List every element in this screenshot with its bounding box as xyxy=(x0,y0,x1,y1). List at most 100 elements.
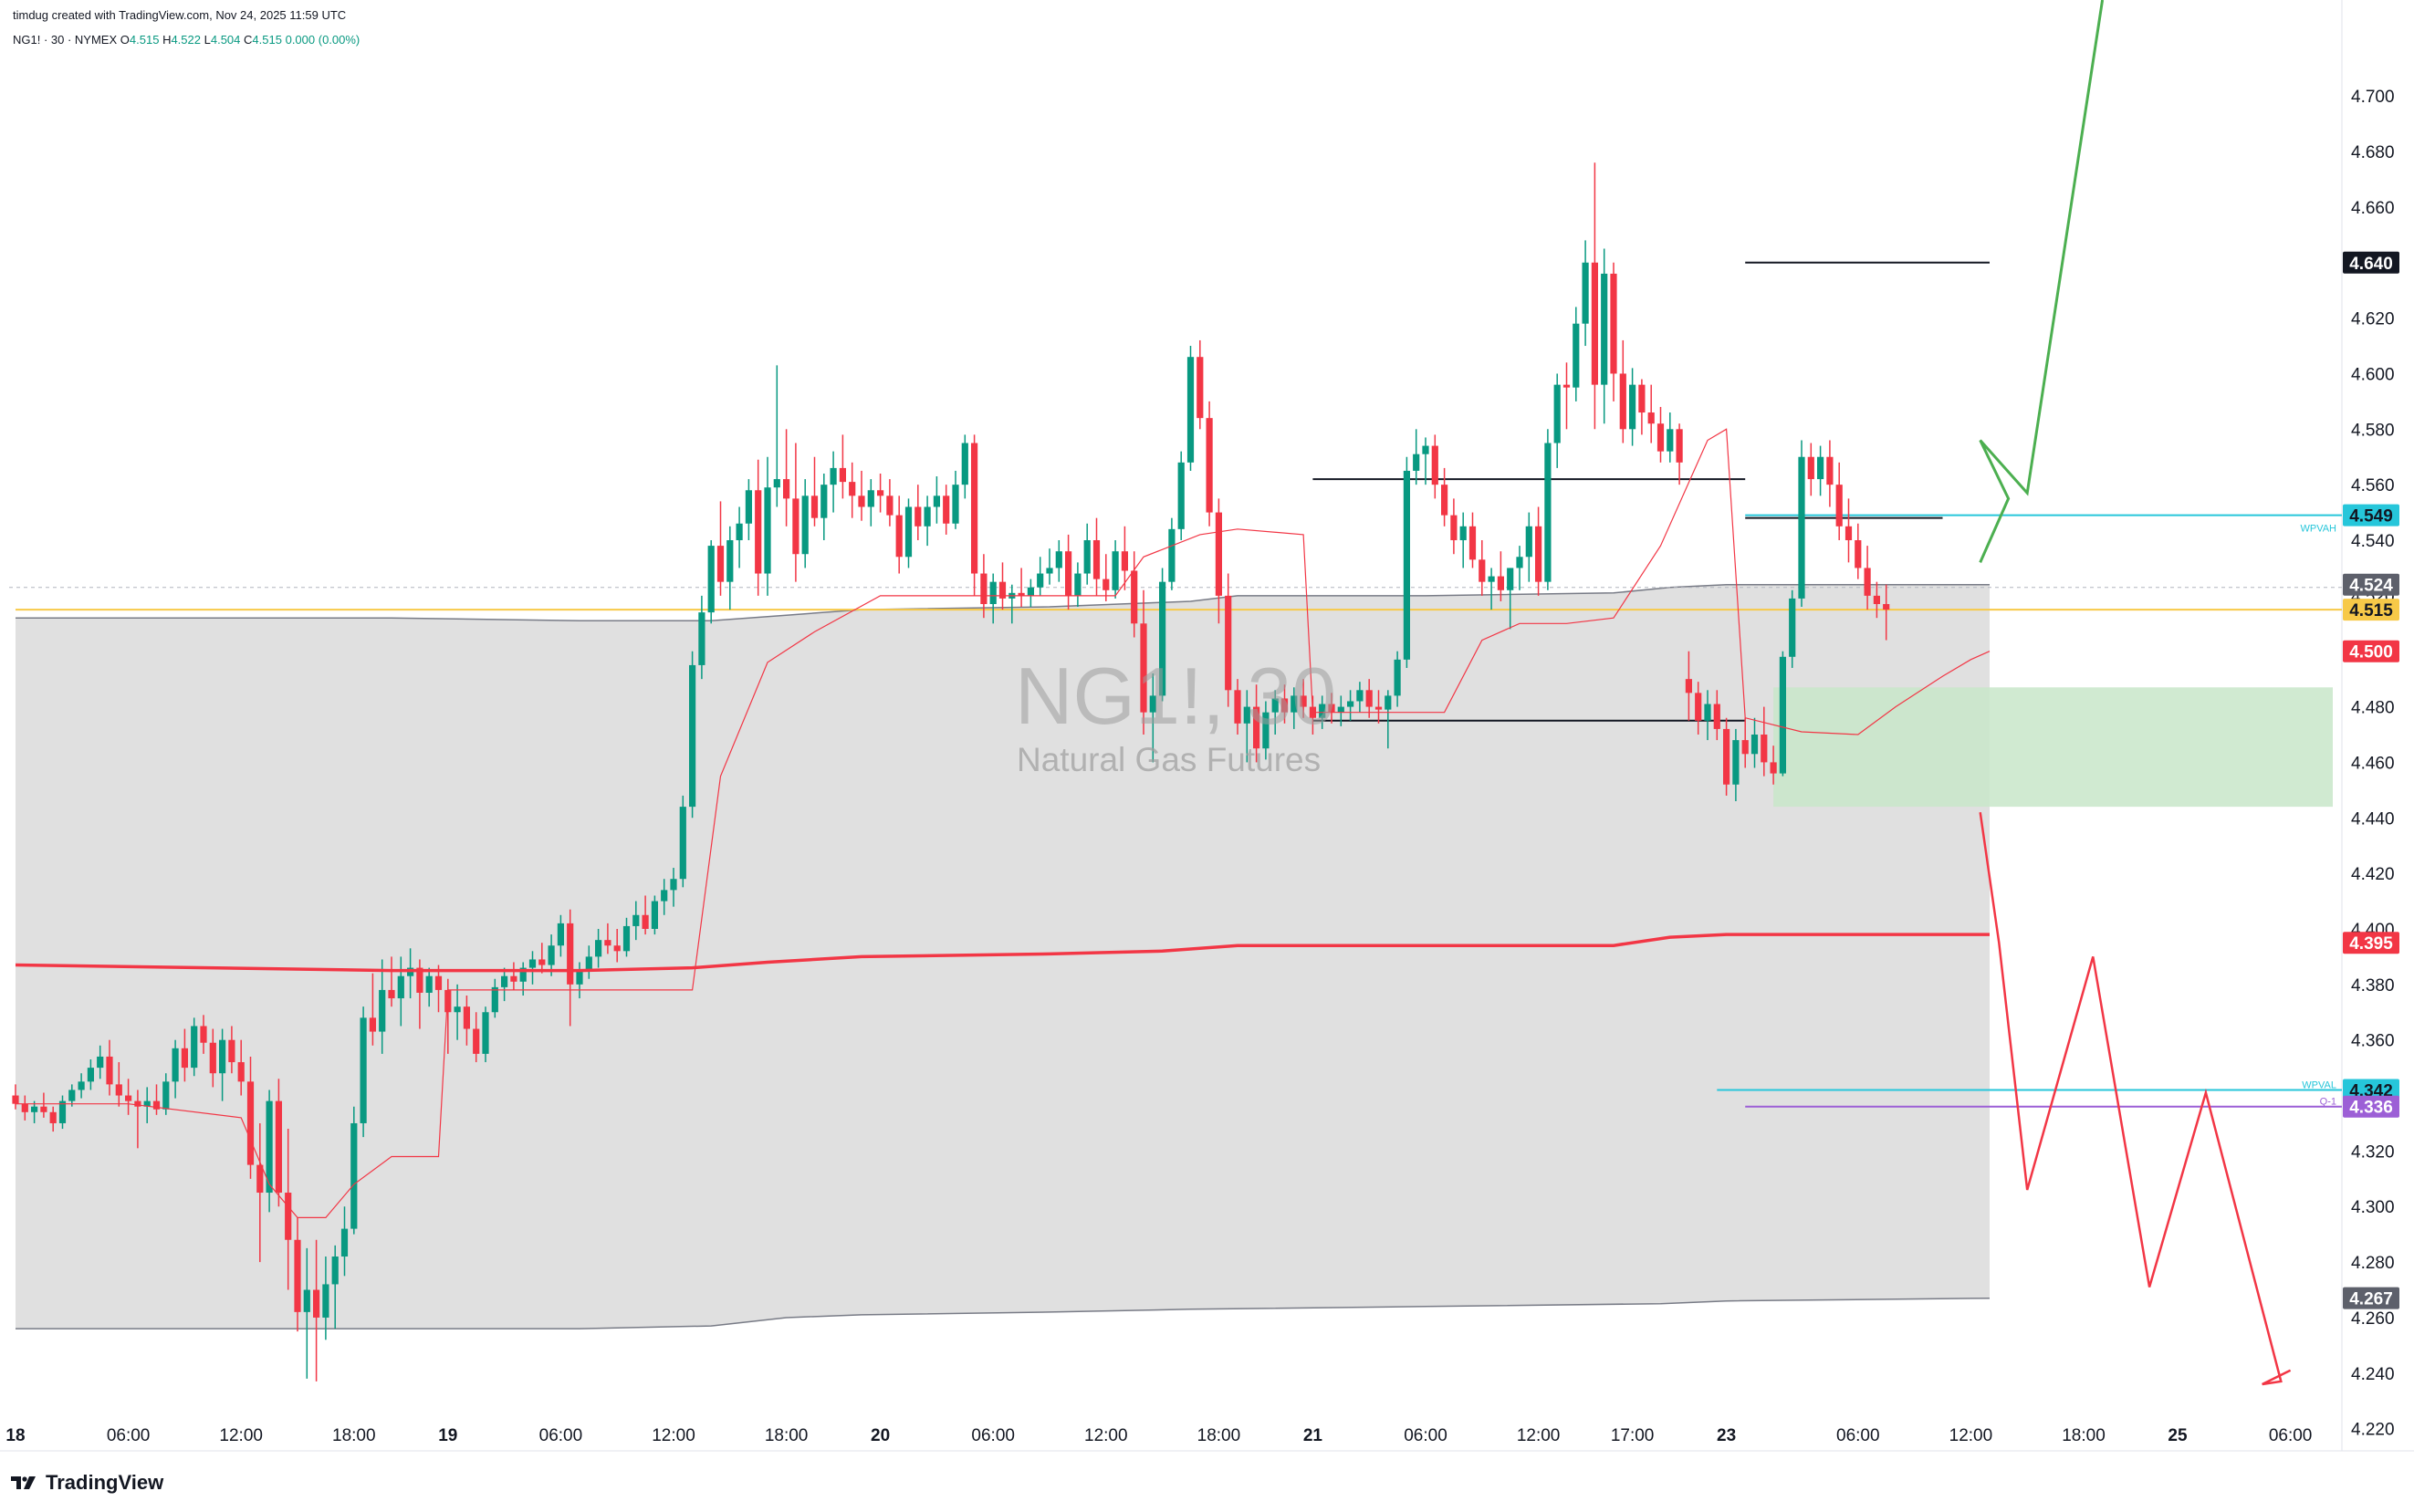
candle-184 xyxy=(1741,717,1749,768)
candle-93 xyxy=(886,479,893,527)
candle-73 xyxy=(698,595,705,680)
ohlc-low-value: 4.504 xyxy=(210,33,241,47)
candle-137 xyxy=(1300,679,1307,718)
level-label-wpvah: WPVAH xyxy=(2300,524,2336,535)
ohlc-close-value: 4.515 xyxy=(252,33,282,47)
candle-body xyxy=(810,495,819,518)
candle-body xyxy=(839,467,846,483)
candle-157 xyxy=(1488,568,1495,610)
candle-32 xyxy=(313,1239,320,1382)
candle-body xyxy=(1525,526,1532,558)
candle-body xyxy=(952,485,959,524)
candle-191 xyxy=(1807,443,1814,496)
candle-body xyxy=(1835,485,1843,527)
candle-body xyxy=(1685,679,1692,693)
candle-8 xyxy=(87,1058,94,1090)
candle-body xyxy=(1112,551,1119,590)
candle-55 xyxy=(528,951,537,985)
candle-body xyxy=(1018,592,1025,596)
candle-161 xyxy=(1525,512,1532,582)
candle-141 xyxy=(1337,695,1344,726)
candle-body xyxy=(1168,528,1176,582)
candle-body xyxy=(1027,587,1034,596)
candle-body xyxy=(106,1056,113,1085)
price-tag-text: 4.549 xyxy=(2349,507,2393,527)
candle-0 xyxy=(12,1084,19,1110)
candle-124 xyxy=(1177,451,1185,541)
tradingview-logo[interactable]: TradingView xyxy=(11,1471,163,1495)
candle-body xyxy=(200,1026,207,1043)
price-tag-8: 4.267 xyxy=(2343,1287,2399,1309)
candle-body xyxy=(961,443,968,485)
symbol-line: NG1! · 30 · NYMEX xyxy=(13,33,118,47)
price-tag-0: 4.640 xyxy=(2343,251,2399,274)
candle-49 xyxy=(473,1012,480,1063)
candle-60 xyxy=(576,962,583,999)
time-tick-label: 18 xyxy=(5,1426,25,1445)
candle-10 xyxy=(106,1039,113,1096)
symbol-legend[interactable]: NG1! · 30 · NYMEX O4.515 H4.522 L4.504 C… xyxy=(13,33,360,47)
price-tag-text: 4.336 xyxy=(2349,1099,2393,1118)
ohlc-low-label: L xyxy=(204,33,211,47)
candle-38 xyxy=(369,973,376,1046)
candle-21 xyxy=(209,1028,216,1088)
candle-4 xyxy=(49,1106,57,1132)
candle-156 xyxy=(1479,540,1486,596)
candle-13 xyxy=(134,1090,141,1149)
candle-body xyxy=(228,1039,235,1063)
candle-77 xyxy=(736,506,743,568)
bearish-projection-path xyxy=(1979,812,2292,1386)
candle-153 xyxy=(1450,498,1458,555)
candle-body xyxy=(1488,576,1495,582)
candle-188 xyxy=(1779,651,1786,777)
candle-body xyxy=(40,1106,47,1112)
candle-body xyxy=(1215,512,1222,596)
price-tags-layer: 4.6404.5494.5244.5154.5004.3954.3424.336… xyxy=(2343,251,2399,1309)
candle-53 xyxy=(510,962,517,990)
candle-body xyxy=(360,1017,367,1123)
candle-body xyxy=(87,1068,94,1082)
candle-body xyxy=(1761,735,1768,763)
candle-199 xyxy=(1883,584,1890,641)
candle-91 xyxy=(867,479,874,527)
candle-19 xyxy=(191,1017,198,1077)
candle-body xyxy=(1365,690,1373,707)
candle-body xyxy=(1497,576,1504,590)
time-tick-label: 17:00 xyxy=(1611,1426,1655,1445)
candle-187 xyxy=(1770,746,1777,785)
time-tick-label: 23 xyxy=(1717,1426,1736,1445)
candle-body xyxy=(1468,526,1477,560)
candle-body xyxy=(1817,456,1824,480)
candle-body xyxy=(528,959,537,968)
candle-body xyxy=(1083,540,1091,574)
candle-body xyxy=(1271,698,1279,713)
bullish-projection-path xyxy=(1979,0,2105,564)
candle-body xyxy=(670,879,677,891)
candle-body xyxy=(576,970,583,985)
candle-6 xyxy=(68,1084,76,1107)
candle-172 xyxy=(1629,368,1636,446)
candle-96 xyxy=(914,485,922,541)
candle-body xyxy=(716,546,725,582)
candle-190 xyxy=(1798,440,1805,608)
candle-body xyxy=(1864,568,1871,596)
candle-85 xyxy=(810,456,819,527)
candle-body xyxy=(1695,693,1702,721)
candle-133 xyxy=(1262,701,1270,760)
candle-2 xyxy=(31,1100,38,1123)
candle-body xyxy=(642,914,649,929)
candle-177 xyxy=(1676,423,1683,485)
candle-body xyxy=(1074,573,1082,596)
time-tick-label: 06:00 xyxy=(971,1426,1015,1445)
candle-body xyxy=(1186,357,1195,463)
candle-14 xyxy=(143,1087,151,1123)
candle-body xyxy=(473,1028,480,1054)
candle-100 xyxy=(952,470,959,529)
ohlc-close-label: C xyxy=(244,33,253,47)
candle-body xyxy=(1337,706,1344,713)
candle-body xyxy=(209,1042,216,1074)
candle-body xyxy=(294,1239,301,1312)
candle-119 xyxy=(1131,551,1138,638)
candle-136 xyxy=(1291,687,1298,729)
